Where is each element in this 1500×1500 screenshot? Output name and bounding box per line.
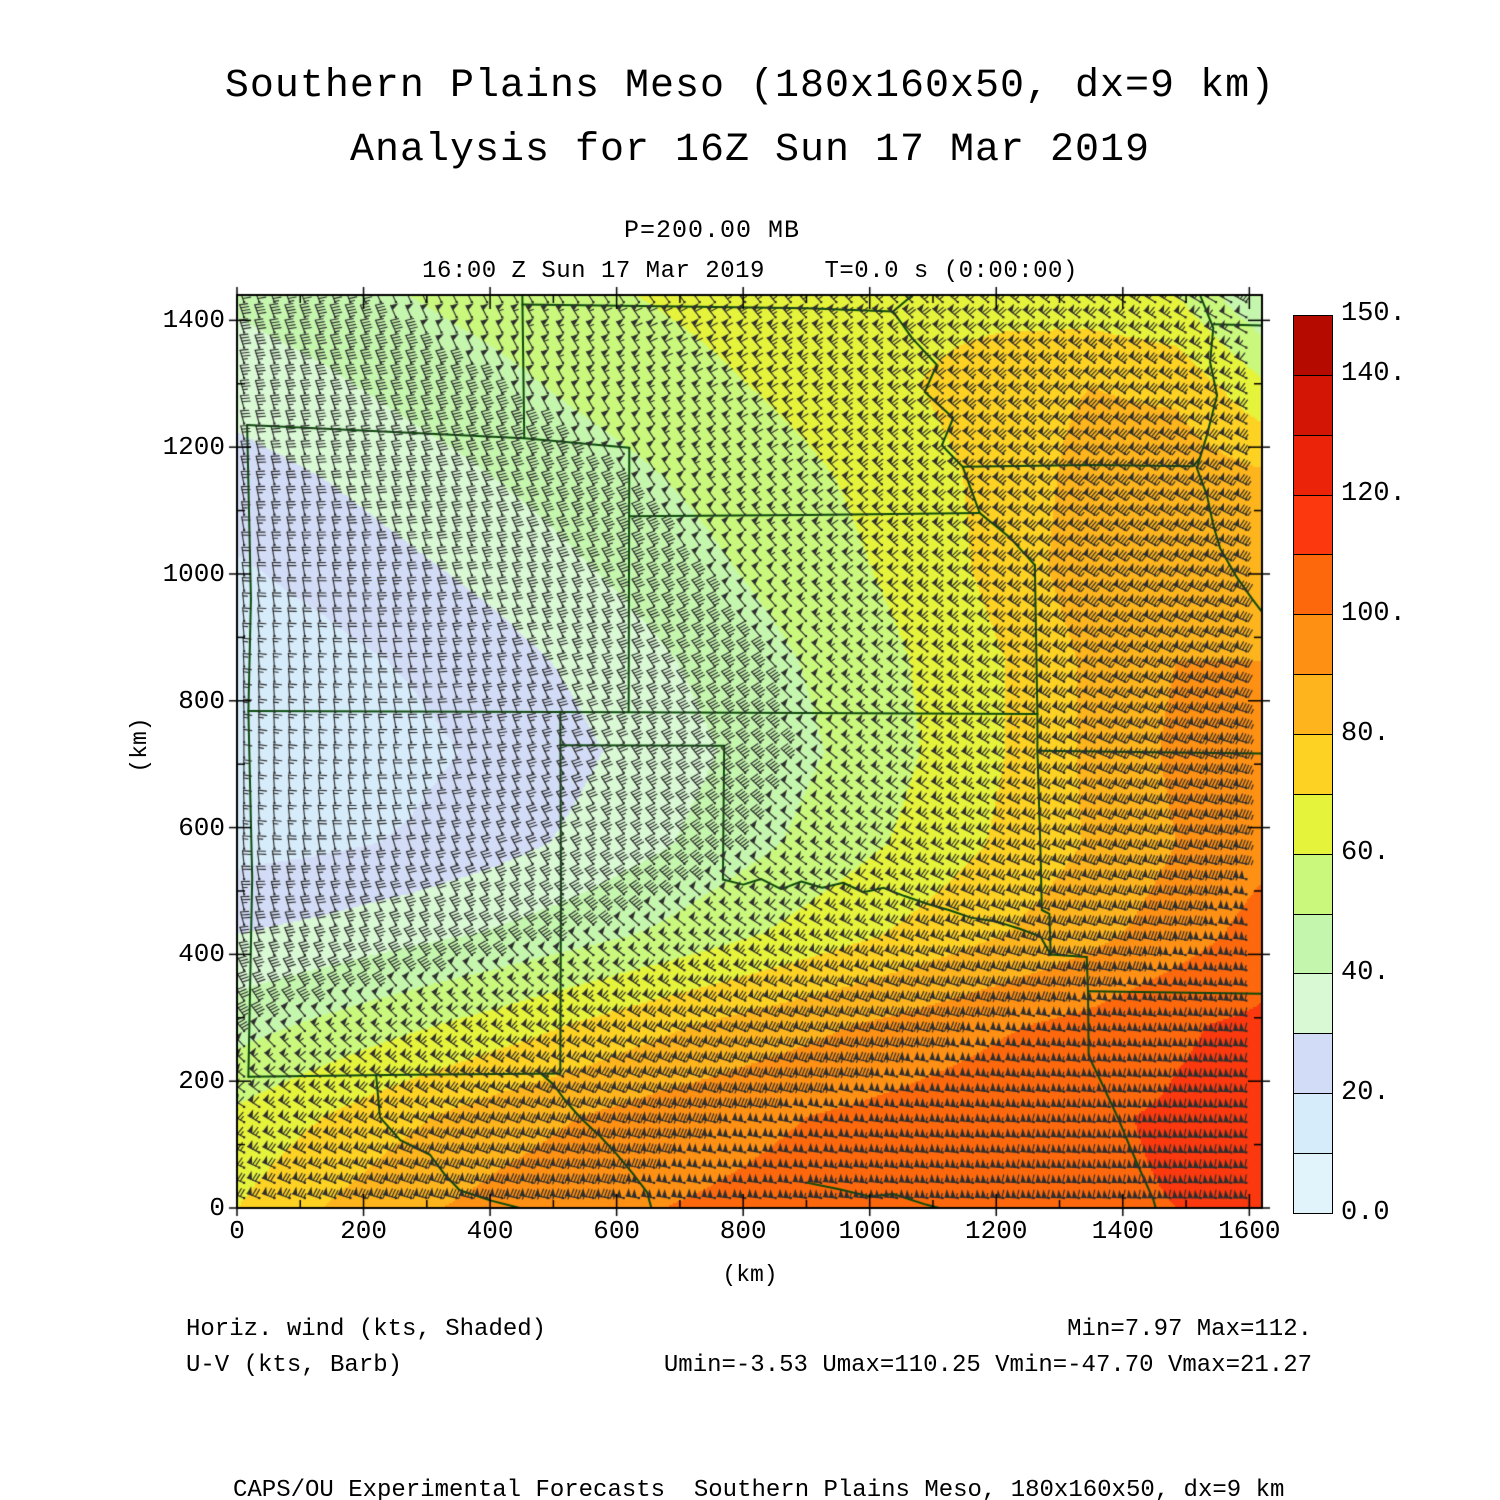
colorbar-tick-label: 60.: [1341, 838, 1390, 869]
colorbar-segment: [1294, 435, 1332, 496]
x-axis-unit-label: (km): [722, 1262, 778, 1288]
colorbar-segment: [1294, 854, 1332, 915]
pressure-level-label: P=200.00 MB: [623, 216, 801, 245]
valid-time-label: 16:00 Z Sun 17 Mar 2019 T=0.0 s (0:00:00…: [422, 258, 1078, 285]
colorbar-segment: [1294, 1154, 1332, 1213]
x-tick-label: 1000: [838, 1216, 901, 1246]
colorbar-segment: [1294, 974, 1332, 1035]
x-tick-label: 200: [340, 1216, 387, 1246]
colorbar-segment: [1294, 555, 1332, 616]
colorbar-segment: [1294, 316, 1332, 376]
barb-field-label: U-V (kts, Barb): [186, 1352, 403, 1379]
y-tick-label: 1400: [162, 305, 225, 336]
colorbar-segment: [1294, 375, 1332, 436]
colorbar-tick-label: 140.: [1341, 358, 1406, 389]
colorbar-segment: [1294, 1034, 1332, 1095]
y-tick-label: 400: [178, 939, 225, 970]
colorbar-segment: [1294, 495, 1332, 556]
x-tick-label: 800: [719, 1216, 767, 1246]
x-tick-label: 1400: [1091, 1216, 1154, 1246]
colorbar-segment: [1294, 735, 1332, 795]
colorbar-segment: [1294, 914, 1332, 975]
footer-credit: CAPS/OU Experimental Forecasts Southern …: [233, 1477, 1285, 1500]
colorbar-tick-label: 120.: [1341, 478, 1406, 509]
colorbar-tick-label: 20.: [1341, 1078, 1390, 1109]
colorbar: [1293, 315, 1333, 1214]
y-tick-label: 200: [178, 1066, 225, 1097]
field-minmax-label: Min=7.97 Max=112.: [1067, 1316, 1312, 1343]
x-tick-label: 600: [593, 1216, 641, 1246]
y-tick-label: 600: [178, 812, 225, 843]
chart-title-line2: Analysis for 16Z Sun 17 Mar 2019: [349, 128, 1151, 173]
y-tick-label: 1000: [162, 558, 225, 589]
y-tick-label: 1200: [162, 432, 225, 463]
colorbar-tick-label: 150.: [1341, 299, 1406, 329]
uv-minmax-label: Umin=-3.53 Umax=110.25 Vmin=-47.70 Vmax=…: [663, 1352, 1312, 1379]
colorbar-segment: [1294, 1094, 1332, 1155]
x-tick-label: 1200: [965, 1216, 1028, 1246]
colorbar-tick-label: 0.0: [1341, 1198, 1390, 1228]
colorbar-segment: [1294, 794, 1332, 855]
x-tick-label: 400: [466, 1216, 514, 1246]
shaded-field-label: Horiz. wind (kts, Shaded): [186, 1316, 547, 1343]
chart-title-line1: Southern Plains Meso (180x160x50, dx=9 k…: [224, 64, 1276, 109]
colorbar-tick-label: 100.: [1341, 598, 1406, 629]
colorbar-tick-label: 40.: [1341, 958, 1390, 989]
y-tick-label: 0: [209, 1193, 225, 1223]
colorbar-segment: [1294, 675, 1332, 736]
colorbar-tick-label: 80.: [1341, 718, 1390, 749]
y-tick-label: 800: [178, 685, 225, 716]
colorbar-segment: [1294, 615, 1332, 676]
x-tick-label: 0: [229, 1216, 245, 1246]
x-tick-label: 1600: [1218, 1216, 1281, 1246]
